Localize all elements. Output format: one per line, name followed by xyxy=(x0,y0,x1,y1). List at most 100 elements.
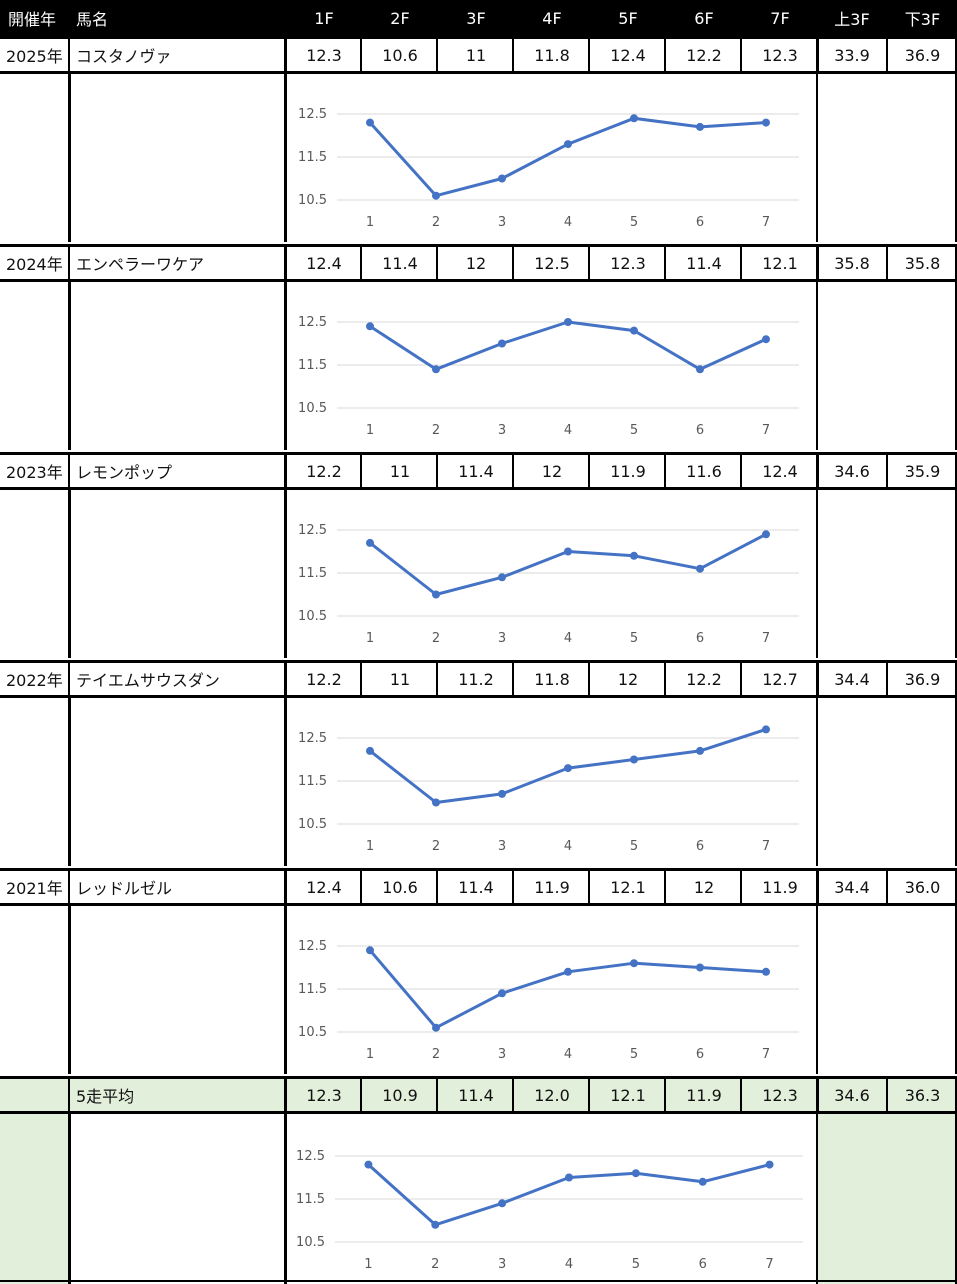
y-tick-label: 11.5 xyxy=(296,1192,325,1207)
y-tick-label: 10.5 xyxy=(296,1235,325,1250)
header-3f: 3F xyxy=(466,8,486,28)
lap-cell-3f: 11.4 xyxy=(438,1078,514,1112)
cell-divider xyxy=(740,1078,742,1112)
first3f-cell: 35.8 xyxy=(834,253,870,273)
lap-cell-7f: 12.4 xyxy=(762,461,798,481)
first3f-cell: 34.6 xyxy=(834,1085,870,1105)
chart-divider xyxy=(955,280,957,450)
chart-divider xyxy=(816,280,818,450)
chart-row: 12.5 11.5 10.5 1 2 3 4 5 6 7 xyxy=(0,1112,957,1284)
series-line xyxy=(369,320,767,371)
row-border xyxy=(0,868,957,871)
lap-cell-5f: 12.3 xyxy=(610,253,646,273)
lap-cell-2f: 11 xyxy=(389,461,411,481)
lap-cell-7f: 12.3 xyxy=(762,45,798,65)
data-point xyxy=(432,1023,440,1032)
cell-divider xyxy=(740,662,742,696)
data-point xyxy=(696,746,704,755)
lap-cell-5f: 12.4 xyxy=(610,45,646,65)
data-point xyxy=(498,789,506,798)
cell-divider xyxy=(436,38,438,72)
avg-left-fill xyxy=(0,1112,68,1284)
header-horse: 馬名 xyxy=(76,10,109,29)
y-tick-label: 10.5 xyxy=(298,609,327,624)
cell-divider xyxy=(886,246,888,280)
x-tick-label: 7 xyxy=(762,631,770,646)
x-tick-label: 5 xyxy=(630,215,638,230)
chart-divider xyxy=(284,488,287,658)
cell-divider xyxy=(436,246,438,280)
cell-divider xyxy=(588,246,590,280)
chart-divider xyxy=(68,280,71,450)
cell-divider xyxy=(664,246,666,280)
header-7f: 7F xyxy=(770,8,790,28)
y-tick-label: 12.5 xyxy=(298,731,327,746)
x-tick-label: 1 xyxy=(364,1257,372,1272)
data-row: 5走平均 12.3 10.9 11.4 12.0 12.1 11.9 12.3 34.6 36.3 xyxy=(0,1078,957,1112)
lap-cell-3f: 11.4 xyxy=(458,461,494,481)
horse-name-cell: 5走平均 xyxy=(76,1087,135,1106)
x-tick-label: 2 xyxy=(431,1257,439,1272)
y-tick-label: 12.5 xyxy=(298,107,327,122)
lap-cell-6f: 12.2 xyxy=(686,669,722,689)
cell-divider xyxy=(740,454,742,488)
data-row: 2024年 エンペラーワケア 12.4 11.4 12 12.5 12.3 11.4 12.1 3… xyxy=(0,246,957,280)
y-tick-label: 11.5 xyxy=(298,774,327,789)
bottom-border xyxy=(0,1280,957,1282)
cell-divider xyxy=(360,246,362,280)
lap-cell-1f: 12.3 xyxy=(306,45,342,65)
x-tick-label: 6 xyxy=(699,1257,707,1272)
chart-divider xyxy=(68,488,71,658)
cell-divider xyxy=(436,1078,438,1112)
cell-divider xyxy=(512,662,514,696)
lap-cell-3f: 12 xyxy=(465,253,487,273)
lap-cell-4f: 11.8 xyxy=(534,669,570,689)
x-tick-label: 5 xyxy=(632,1257,640,1272)
data-point xyxy=(762,118,770,127)
data-point xyxy=(564,764,572,773)
x-tick-label: 5 xyxy=(630,631,638,646)
row-border xyxy=(0,71,957,74)
lap-cell-5f: 12 xyxy=(617,669,639,689)
data-point xyxy=(630,551,638,560)
lap-cell-7f: 11.9 xyxy=(762,877,798,897)
last3f-cell: 36.0 xyxy=(904,877,941,897)
cell-divider xyxy=(816,454,819,488)
cell-divider xyxy=(512,1078,514,1112)
y-tick-label: 11.5 xyxy=(298,566,327,581)
x-tick-label: 2 xyxy=(432,423,440,438)
cell-divider xyxy=(436,454,438,488)
row-border xyxy=(0,452,957,455)
y-tick-label: 10.5 xyxy=(298,817,327,832)
data-point xyxy=(366,946,374,955)
lap-cell-1f: 12.2 xyxy=(306,669,342,689)
cell-divider xyxy=(588,454,590,488)
cell-divider xyxy=(436,662,438,696)
chart-divider xyxy=(955,696,957,866)
lap-cell-7f: 12.3 xyxy=(742,1078,818,1112)
cell-divider xyxy=(816,1078,819,1112)
lap-cell-1f: 12.4 xyxy=(306,877,342,897)
chart-divider xyxy=(68,696,71,866)
data-point xyxy=(564,140,572,149)
data-point xyxy=(432,365,440,374)
x-tick-label: 4 xyxy=(564,423,572,438)
chart-divider xyxy=(816,696,818,866)
x-tick-label: 5 xyxy=(630,1047,638,1062)
cell-divider xyxy=(664,454,666,488)
x-tick-label: 3 xyxy=(498,215,506,230)
x-tick-label: 7 xyxy=(762,839,770,854)
data-point xyxy=(696,963,704,972)
chart-row: 12.5 11.5 10.5 1 2 3 4 5 6 7 xyxy=(0,488,957,658)
lap-cell-4f: 12.0 xyxy=(514,1078,590,1112)
first3f-cell: 34.4 xyxy=(834,877,870,897)
cell-divider xyxy=(816,870,819,904)
y-tick-label: 11.5 xyxy=(298,982,327,997)
cell-divider xyxy=(955,454,957,488)
data-point xyxy=(630,114,638,123)
cell-divider xyxy=(588,38,590,72)
line-chart: 12.5 11.5 10.5 1 2 3 4 5 6 7 xyxy=(298,107,799,230)
chart-divider xyxy=(955,1112,957,1284)
lap-cell-5f: 12.1 xyxy=(610,877,646,897)
